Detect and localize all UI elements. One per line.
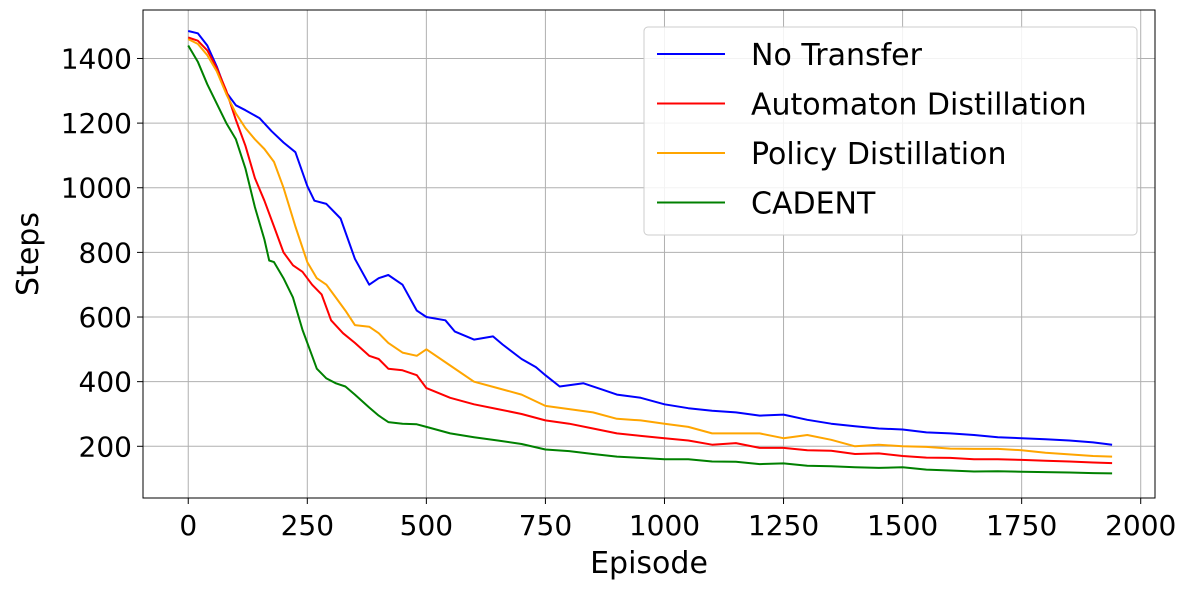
y-axis-label: Steps (11, 212, 46, 296)
legend-box (643, 26, 1138, 236)
legend-label: Automaton Distillation (751, 88, 1087, 123)
legend-label: CADENT (751, 187, 876, 222)
x-tick-label: 2000 (1105, 509, 1176, 542)
legend-label: Policy Distillation (751, 137, 1007, 172)
series-lines (187, 30, 1113, 475)
x-tick-label: 1000 (629, 509, 700, 542)
legend-label: No Transfer (751, 38, 923, 73)
series-line-4 (187, 44, 1113, 475)
y-tick-label: 600 (79, 301, 132, 334)
series-line-3 (187, 38, 1113, 458)
x-tick-label: 500 (400, 509, 453, 542)
series-line-1 (187, 30, 1113, 446)
x-tick-label: 1250 (748, 509, 819, 542)
x-tick-label: 0 (179, 509, 197, 542)
series-line-2 (187, 36, 1113, 465)
x-axis-ticks: 0 250 500 750 1000 1250 1500 1750 2000 (179, 498, 1176, 542)
y-axis-ticks: 200 400 600 800 1000 1200 1400 (61, 42, 143, 463)
y-tick-label: 1400 (61, 42, 132, 75)
y-tick-label: 800 (79, 236, 132, 269)
plot-area-frame (142, 9, 1156, 499)
x-tick-label: 250 (281, 509, 334, 542)
y-tick-label: 1200 (61, 107, 132, 140)
x-tick-label: 1750 (986, 509, 1057, 542)
legend: No Transfer Automaton Distillation Policy … (643, 26, 1138, 236)
x-axis-label: Episode (590, 546, 708, 581)
x-tick-label: 1500 (867, 509, 938, 542)
x-tick-label: 750 (519, 509, 572, 542)
legend-items: No Transfer Automaton Distillation Policy … (657, 38, 1087, 222)
y-tick-label: 200 (79, 430, 132, 463)
y-tick-label: 1000 (61, 172, 132, 205)
y-tick-label: 400 (79, 366, 132, 399)
